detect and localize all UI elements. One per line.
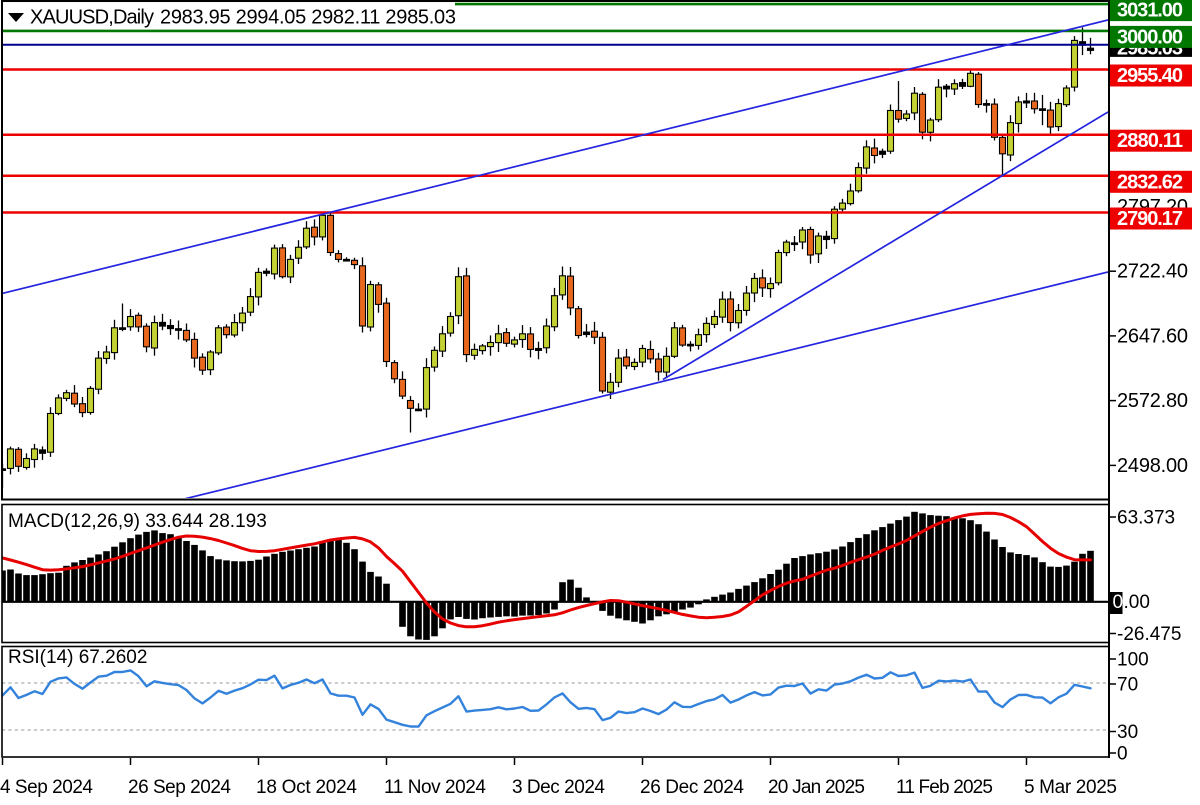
svg-text:RSI(14) 67.2602: RSI(14) 67.2602	[8, 647, 147, 668]
svg-text:2983.95 2994.05 2982.11 2985.0: 2983.95 2994.05 2982.11 2985.03	[160, 7, 456, 29]
svg-text:2647.60: 2647.60	[1117, 325, 1188, 347]
svg-text:MACD(12,26,9) 33.644 28.193: MACD(12,26,9) 33.644 28.193	[8, 511, 267, 532]
svg-text:100: 100	[1117, 650, 1149, 671]
svg-text:3000.00: 3000.00	[1117, 26, 1183, 48]
svg-text:0: 0	[1117, 744, 1128, 765]
svg-text:3 Dec 2024: 3 Dec 2024	[512, 777, 605, 798]
svg-text:XAUUSD,Daily: XAUUSD,Daily	[30, 7, 154, 29]
svg-text:63.373: 63.373	[1117, 508, 1175, 529]
svg-text:2498.00: 2498.00	[1117, 455, 1188, 477]
svg-text:70: 70	[1117, 675, 1138, 696]
svg-text:2955.40: 2955.40	[1117, 65, 1183, 87]
svg-text:-26.475: -26.475	[1117, 624, 1181, 645]
svg-text:20 Jan 2025: 20 Jan 2025	[768, 777, 865, 798]
svg-text:2722.40: 2722.40	[1117, 261, 1188, 283]
svg-text:2790.17: 2790.17	[1117, 208, 1183, 230]
svg-text:2832.62: 2832.62	[1117, 171, 1183, 193]
svg-text:.00: .00	[1124, 592, 1150, 613]
svg-text:18 Oct 2024: 18 Oct 2024	[256, 777, 357, 798]
svg-text:0: 0	[1113, 592, 1124, 613]
svg-text:4 Sep 2024: 4 Sep 2024	[0, 777, 93, 798]
svg-text:5 Mar 2025: 5 Mar 2025	[1024, 777, 1117, 798]
svg-text:11 Nov 2024: 11 Nov 2024	[384, 777, 486, 798]
svg-text:26 Sep 2024: 26 Sep 2024	[128, 777, 231, 798]
svg-text:11 Feb 2025: 11 Feb 2025	[896, 777, 993, 798]
svg-text:26 Dec 2024: 26 Dec 2024	[640, 777, 744, 798]
svg-text:2880.11: 2880.11	[1117, 130, 1183, 152]
svg-text:3031.00: 3031.00	[1117, 0, 1183, 22]
svg-text:2572.80: 2572.80	[1117, 390, 1188, 412]
svg-text:30: 30	[1117, 722, 1138, 743]
